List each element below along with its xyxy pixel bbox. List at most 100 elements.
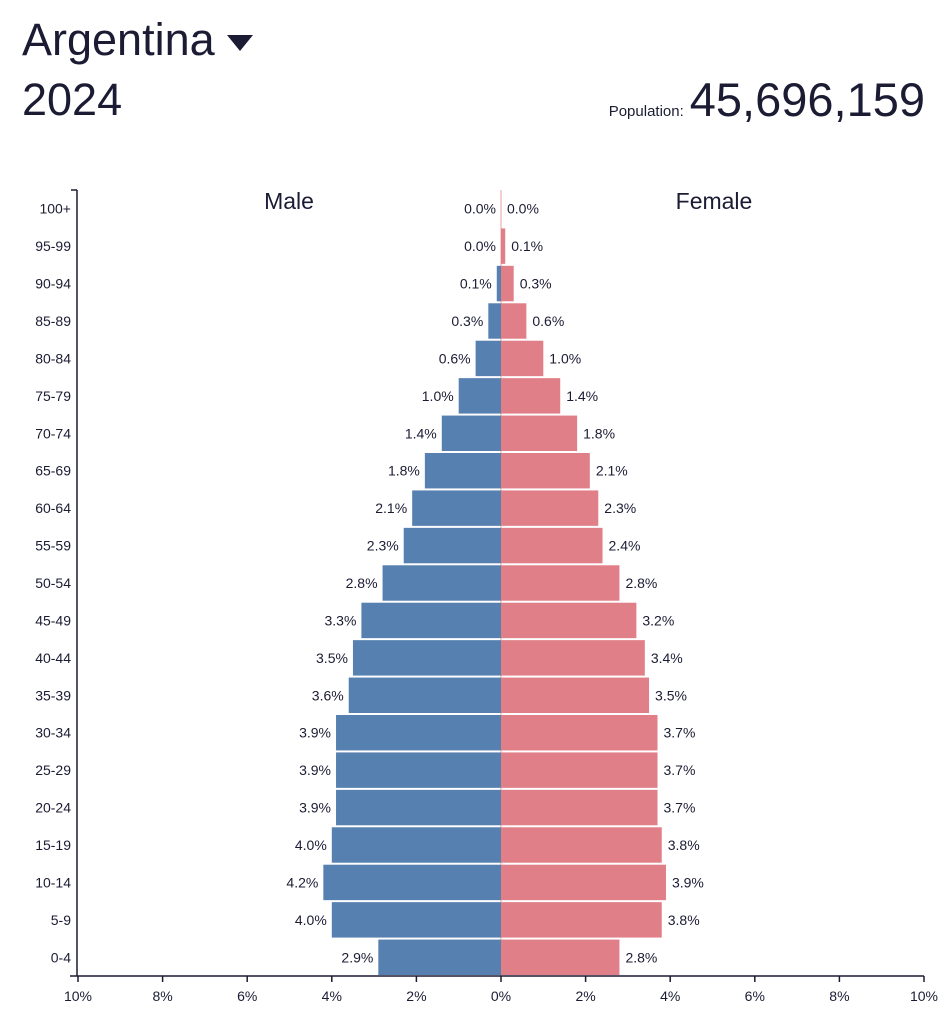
female-value-label: 2.3% (604, 500, 636, 516)
female-bar (501, 752, 658, 788)
male-value-label: 3.9% (299, 725, 331, 741)
x-tick-label: 10% (64, 988, 92, 1004)
male-bar (352, 640, 501, 676)
x-tick-label: 6% (745, 988, 765, 1004)
country-selector[interactable]: Argentina (22, 14, 253, 66)
male-bar (488, 303, 501, 339)
female-value-label: 3.7% (664, 725, 696, 741)
male-bar (382, 565, 501, 601)
male-bar (378, 939, 501, 975)
age-tick-label: 40-44 (35, 650, 71, 666)
age-tick-label: 0-4 (51, 949, 71, 965)
male-bar (441, 415, 501, 451)
age-tick-label: 95-99 (35, 238, 71, 254)
male-bar (403, 527, 501, 564)
age-tick-label: 5-9 (51, 912, 71, 928)
female-value-label: 2.8% (625, 575, 657, 591)
male-value-label: 4.2% (286, 874, 318, 890)
age-tick-label: 10-14 (35, 874, 71, 890)
age-tick-label: 80-84 (35, 350, 71, 366)
male-value-label: 4.0% (295, 837, 327, 853)
female-value-label: 1.0% (549, 350, 581, 366)
male-value-label: 0.0% (464, 238, 496, 254)
legend-female: Female (676, 188, 753, 214)
female-value-label: 2.8% (625, 949, 657, 965)
female-value-label: 3.2% (642, 612, 674, 628)
female-value-label: 3.8% (668, 837, 700, 853)
female-bar (501, 527, 603, 564)
male-bar (331, 827, 501, 863)
male-bar (361, 602, 501, 639)
year-label: 2024 (22, 74, 123, 125)
female-value-label: 0.1% (511, 238, 543, 254)
x-tick-label: 4% (660, 988, 680, 1004)
male-value-label: 3.9% (299, 762, 331, 778)
x-tick-label: 2% (575, 988, 595, 1004)
female-value-label: 3.9% (672, 874, 704, 890)
female-bar (501, 303, 527, 339)
female-bar (501, 789, 658, 826)
male-bar (424, 453, 501, 489)
male-bar (323, 864, 501, 901)
age-tick-label: 65-69 (35, 463, 71, 479)
female-value-label: 3.5% (655, 687, 687, 703)
female-value-label: 3.8% (668, 912, 700, 928)
age-tick-label: 85-89 (35, 313, 71, 329)
male-value-label: 3.6% (312, 687, 344, 703)
female-bar (501, 490, 599, 526)
female-value-label: 0.6% (532, 313, 564, 329)
x-tick-label: 0% (491, 988, 511, 1004)
male-value-label: 3.3% (324, 612, 356, 628)
female-bar (501, 565, 620, 601)
population: Population: 45,696,159 (609, 74, 925, 126)
male-bar (331, 902, 501, 938)
female-value-label: 2.1% (596, 463, 628, 479)
x-tick-label: 2% (406, 988, 426, 1004)
male-value-label: 0.6% (439, 350, 471, 366)
population-label: Population: (608, 103, 684, 120)
male-bar (336, 789, 501, 826)
female-bar (501, 715, 658, 751)
male-value-label: 2.9% (341, 949, 373, 965)
female-value-label: 3.7% (664, 762, 696, 778)
caret-down-icon (226, 35, 253, 52)
age-tick-label: 90-94 (35, 276, 71, 292)
country-name: Argentina (22, 14, 215, 65)
male-value-label: 4.0% (295, 912, 327, 928)
age-tick-label: 70-74 (35, 425, 71, 441)
male-value-label: 0.3% (451, 313, 483, 329)
female-value-label: 0.3% (520, 276, 552, 292)
male-bar (412, 490, 501, 526)
female-value-label: 2.4% (609, 538, 641, 554)
male-value-label: 2.1% (375, 500, 407, 516)
male-value-label: 1.8% (388, 463, 420, 479)
female-bar (501, 677, 650, 713)
x-tick-label: 8% (829, 988, 849, 1004)
male-bar (336, 752, 501, 788)
female-bar (501, 415, 578, 451)
age-tick-label: 35-39 (35, 687, 71, 703)
male-value-label: 1.0% (422, 388, 454, 404)
age-tick-label: 25-29 (35, 762, 71, 778)
female-bar (501, 453, 590, 489)
age-tick-label: 60-64 (35, 500, 71, 516)
male-value-label: 0.0% (464, 201, 496, 217)
x-tick-label: 6% (237, 988, 257, 1004)
male-bar (475, 340, 501, 377)
female-bar (501, 939, 620, 975)
female-value-label: 3.7% (664, 800, 696, 816)
legend-male: Male (264, 188, 314, 214)
female-bar (501, 340, 544, 377)
female-value-label: 1.4% (566, 388, 598, 404)
x-tick-label: 10% (910, 988, 938, 1004)
female-bar (501, 902, 662, 938)
age-tick-label: 100+ (39, 201, 71, 217)
female-value-label: 0.0% (507, 201, 539, 217)
male-bar (496, 265, 501, 302)
female-bar (501, 602, 637, 639)
age-tick-label: 20-24 (35, 800, 71, 816)
age-tick-label: 15-19 (35, 837, 71, 853)
male-value-label: 3.5% (316, 650, 348, 666)
age-tick-label: 30-34 (35, 725, 71, 741)
